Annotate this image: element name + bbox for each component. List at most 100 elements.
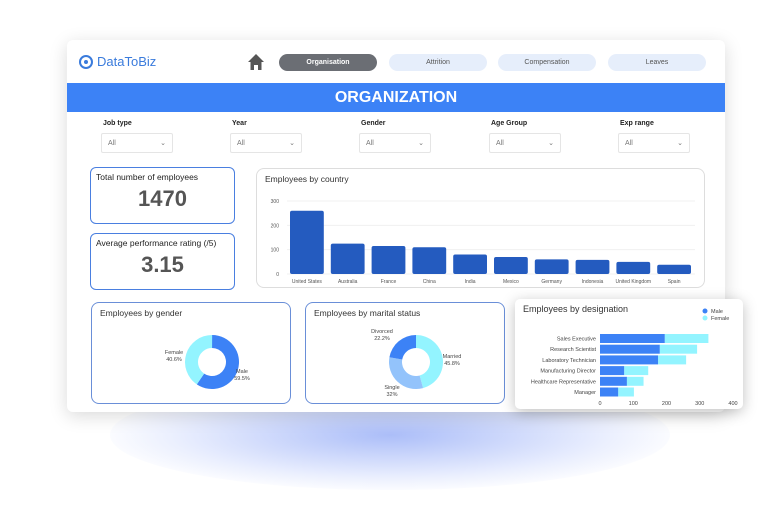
filter-dropdown[interactable]: All ⌄	[489, 133, 561, 153]
slice-label: Single	[384, 385, 399, 391]
slice-value: 40.6%	[166, 357, 182, 363]
bar-male	[600, 355, 659, 365]
x-tick-label: Germany	[541, 279, 562, 285]
filter-dropdown[interactable]: All ⌄	[101, 133, 173, 153]
y-tick-label: 0	[276, 272, 279, 278]
bar-germany	[534, 259, 569, 274]
x-tick-label: Australia	[338, 279, 358, 285]
slice-value: 32%	[386, 392, 397, 398]
bar-female	[626, 376, 644, 386]
bar-female	[659, 344, 698, 354]
chevron-down-icon: ⌄	[548, 140, 554, 147]
bar-male	[600, 334, 665, 343]
bar-spain	[657, 264, 691, 274]
filter-dropdown[interactable]: All ⌄	[359, 133, 431, 153]
home-icon[interactable]	[247, 53, 265, 71]
slice-single	[389, 357, 424, 389]
designation-chart-panel: Employees by designation 0 100 200 300 400 Sa…	[515, 299, 743, 409]
x-tick-label: 300	[695, 401, 704, 407]
x-tick-label: United Kingdom	[616, 279, 652, 285]
filter-dropdown[interactable]: All ⌄	[230, 133, 302, 153]
bar-female	[664, 334, 709, 343]
kpi-avg-rating: Average performance rating (/5) 3.15	[90, 233, 235, 290]
tab-leaves[interactable]: Leaves	[608, 54, 706, 71]
y-tick-label: Healthcare Representative	[531, 379, 596, 385]
country-bar-chart: 0 100 200 300 United States Australia France Ch…	[271, 199, 695, 285]
x-tick-label: 200	[662, 401, 671, 407]
y-tick-label: 300	[271, 199, 280, 205]
x-tick-label: 400	[728, 401, 737, 407]
chevron-down-icon: ⌄	[677, 140, 683, 147]
bar-indonesia	[575, 259, 610, 274]
bar-china	[412, 247, 447, 274]
bar-female	[624, 366, 649, 376]
filter-label: Year	[232, 120, 247, 127]
slice-married	[416, 335, 444, 389]
legend-label: Female	[711, 316, 729, 322]
filter-dropdown[interactable]: All ⌄	[618, 133, 690, 153]
y-tick-label: 200	[271, 223, 280, 229]
chart-title: Employees by country	[265, 174, 349, 184]
bar-male	[600, 387, 619, 397]
slice-divorced	[389, 335, 416, 360]
kpi-title: Average performance rating (/5)	[96, 238, 217, 248]
kpi-title: Total number of employees	[96, 172, 199, 182]
slice-value: 22.2%	[374, 336, 390, 342]
bar-france	[371, 246, 406, 274]
logo-text: DataToBiz	[97, 54, 157, 69]
chart-title: Employees by designation	[523, 304, 629, 314]
filter-value: All	[366, 139, 374, 147]
filter-label: Exp range	[620, 120, 654, 127]
slice-value: 45.8%	[444, 361, 460, 367]
filter-gender: Gender All ⌄	[359, 120, 431, 153]
filter-year: Year All ⌄	[230, 120, 302, 153]
x-tick-label: Mexico	[503, 279, 519, 285]
slice-label: Male	[236, 369, 248, 375]
chart-title: Employees by gender	[100, 308, 183, 318]
bar-female	[658, 355, 687, 365]
x-tick-label: 0	[598, 401, 601, 407]
kpi-value: 3.15	[141, 252, 184, 277]
gender-chart-panel: Employees by gender Male 59.5% Female 40.6%	[91, 302, 291, 404]
x-tick-label: China	[423, 279, 436, 285]
kpi-total-employees: Total number of employees 1470	[90, 167, 235, 224]
x-tick-label: Spain	[668, 279, 681, 285]
legend-swatch	[702, 315, 708, 321]
chart-title: Employees by marital status	[314, 308, 421, 318]
designation-bar-chart: 0 100 200 300 400 Sales Executive Research Sci…	[531, 308, 738, 407]
filter-label: Gender	[361, 120, 386, 127]
y-tick-label: Manager	[574, 390, 596, 396]
filter-value: All	[625, 139, 633, 147]
country-chart-panel: Employees by country 0 100 200 300 United St…	[256, 168, 705, 288]
logo: DataToBiz	[79, 54, 156, 69]
x-tick-label: 100	[629, 401, 638, 407]
bar-united-states	[290, 210, 324, 274]
marital-chart-panel: Employees by marital status Married 45.8%…	[305, 302, 505, 404]
slice-value: 59.5%	[234, 376, 250, 382]
x-tick-label: France	[381, 279, 397, 285]
tab-compensation[interactable]: Compensation	[498, 54, 596, 71]
bar-india	[453, 254, 487, 274]
filter-age-group: Age Group All ⌄	[489, 120, 561, 153]
legend-swatch	[702, 308, 708, 314]
slice-female	[184, 335, 213, 385]
filter-label: Age Group	[491, 120, 528, 127]
chevron-down-icon: ⌄	[289, 140, 295, 147]
y-tick-label: 100	[271, 248, 280, 254]
bar-mexico	[494, 256, 528, 274]
chevron-down-icon: ⌄	[418, 140, 424, 147]
slice-label: Married	[443, 354, 462, 360]
y-tick-label: Manufacturing Director	[540, 369, 596, 375]
bar-male	[600, 376, 627, 386]
kpi-value: 1470	[138, 186, 187, 211]
filter-exp-range: Exp range All ⌄	[618, 120, 690, 153]
chevron-down-icon: ⌄	[160, 140, 166, 147]
slice-label: Female	[165, 350, 183, 356]
tab-attrition[interactable]: Attrition	[389, 54, 487, 71]
bar-male	[600, 344, 660, 354]
page-title: ORGANIZATION	[67, 83, 725, 112]
y-tick-label: Sales Executive	[557, 337, 596, 343]
tab-organisation[interactable]: Organisation	[279, 54, 377, 71]
